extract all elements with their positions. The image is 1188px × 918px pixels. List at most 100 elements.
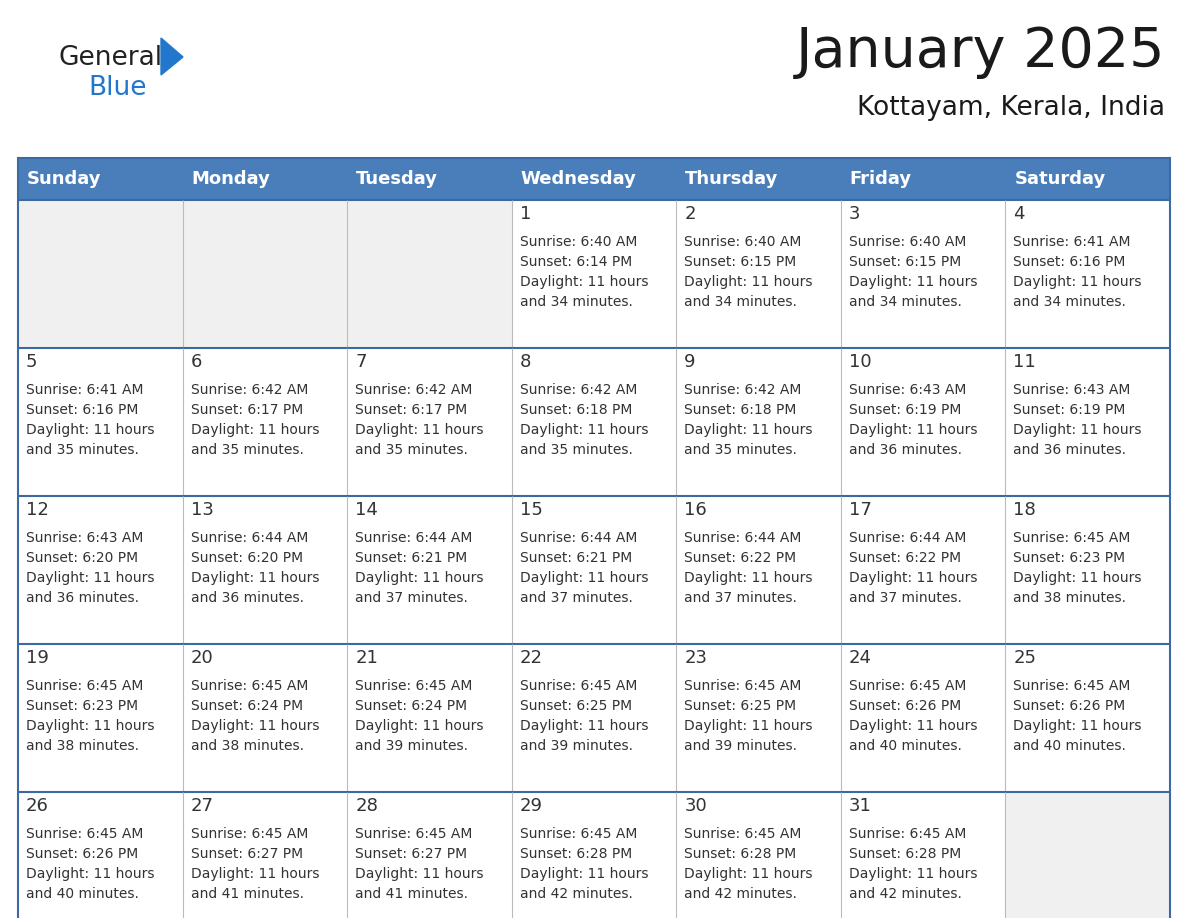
Text: Daylight: 11 hours: Daylight: 11 hours [849, 867, 978, 881]
Text: and 35 minutes.: and 35 minutes. [355, 443, 468, 457]
Text: and 40 minutes.: and 40 minutes. [26, 887, 139, 901]
Text: Sunset: 6:23 PM: Sunset: 6:23 PM [26, 699, 138, 713]
Text: Kottayam, Kerala, India: Kottayam, Kerala, India [857, 95, 1165, 121]
Text: and 41 minutes.: and 41 minutes. [355, 887, 468, 901]
Bar [841, 644, 1005, 792]
Bar [512, 348, 676, 496]
Text: Daylight: 11 hours: Daylight: 11 hours [684, 423, 813, 437]
Bar [841, 496, 1005, 644]
Text: Sunrise: 6:45 AM: Sunrise: 6:45 AM [519, 827, 637, 841]
Text: Sunrise: 6:45 AM: Sunrise: 6:45 AM [1013, 679, 1131, 693]
Bar [1005, 200, 1170, 348]
Text: 24: 24 [849, 649, 872, 667]
Text: 20: 20 [190, 649, 214, 667]
Text: 29: 29 [519, 797, 543, 815]
Text: Sunrise: 6:45 AM: Sunrise: 6:45 AM [1013, 531, 1131, 545]
Text: and 38 minutes.: and 38 minutes. [190, 739, 304, 753]
Text: Sunset: 6:27 PM: Sunset: 6:27 PM [355, 847, 467, 861]
Text: Sunrise: 6:45 AM: Sunrise: 6:45 AM [849, 679, 966, 693]
Text: Sunrise: 6:45 AM: Sunrise: 6:45 AM [519, 679, 637, 693]
Polygon shape [162, 38, 183, 75]
Text: Tuesday: Tuesday [356, 170, 438, 188]
Text: Sunset: 6:26 PM: Sunset: 6:26 PM [1013, 699, 1126, 713]
Text: and 37 minutes.: and 37 minutes. [519, 591, 632, 605]
Text: and 38 minutes.: and 38 minutes. [26, 739, 139, 753]
Text: Sunrise: 6:44 AM: Sunrise: 6:44 AM [849, 531, 966, 545]
Text: 6: 6 [190, 353, 202, 371]
Text: 1: 1 [519, 205, 531, 223]
Text: Daylight: 11 hours: Daylight: 11 hours [26, 867, 154, 881]
Text: Sunrise: 6:45 AM: Sunrise: 6:45 AM [26, 679, 144, 693]
Text: and 39 minutes.: and 39 minutes. [684, 739, 797, 753]
Text: Monday: Monday [191, 170, 271, 188]
Bar [18, 158, 1170, 200]
Bar [183, 496, 347, 644]
Text: Sunset: 6:26 PM: Sunset: 6:26 PM [849, 699, 961, 713]
Text: and 35 minutes.: and 35 minutes. [190, 443, 303, 457]
Bar [183, 792, 347, 918]
Bar [347, 200, 512, 348]
Text: Sunrise: 6:45 AM: Sunrise: 6:45 AM [684, 679, 802, 693]
Text: Daylight: 11 hours: Daylight: 11 hours [849, 423, 978, 437]
Text: Sunrise: 6:42 AM: Sunrise: 6:42 AM [684, 383, 802, 397]
Text: and 42 minutes.: and 42 minutes. [849, 887, 962, 901]
Text: Sunset: 6:25 PM: Sunset: 6:25 PM [684, 699, 796, 713]
Text: Daylight: 11 hours: Daylight: 11 hours [190, 571, 320, 585]
Text: and 42 minutes.: and 42 minutes. [684, 887, 797, 901]
Text: Sunrise: 6:43 AM: Sunrise: 6:43 AM [26, 531, 144, 545]
Bar [512, 496, 676, 644]
Text: 3: 3 [849, 205, 860, 223]
Text: Daylight: 11 hours: Daylight: 11 hours [26, 423, 154, 437]
Text: and 39 minutes.: and 39 minutes. [355, 739, 468, 753]
Text: Daylight: 11 hours: Daylight: 11 hours [684, 719, 813, 733]
Bar [18, 200, 183, 348]
Text: Sunset: 6:20 PM: Sunset: 6:20 PM [26, 551, 138, 565]
Text: Daylight: 11 hours: Daylight: 11 hours [355, 423, 484, 437]
Text: Sunrise: 6:45 AM: Sunrise: 6:45 AM [355, 827, 473, 841]
Text: Daylight: 11 hours: Daylight: 11 hours [684, 571, 813, 585]
Bar [1005, 496, 1170, 644]
Text: Sunrise: 6:44 AM: Sunrise: 6:44 AM [684, 531, 802, 545]
Bar [18, 348, 183, 496]
Bar [183, 644, 347, 792]
Text: Sunset: 6:20 PM: Sunset: 6:20 PM [190, 551, 303, 565]
Text: and 36 minutes.: and 36 minutes. [26, 591, 139, 605]
Text: and 42 minutes.: and 42 minutes. [519, 887, 632, 901]
Text: and 36 minutes.: and 36 minutes. [190, 591, 304, 605]
Bar [1005, 644, 1170, 792]
Text: Thursday: Thursday [685, 170, 778, 188]
Bar [676, 348, 841, 496]
Text: Sunrise: 6:40 AM: Sunrise: 6:40 AM [519, 235, 637, 249]
Bar [676, 200, 841, 348]
Text: Sunset: 6:17 PM: Sunset: 6:17 PM [355, 403, 467, 417]
Text: 4: 4 [1013, 205, 1025, 223]
Text: and 36 minutes.: and 36 minutes. [849, 443, 962, 457]
Text: Sunset: 6:24 PM: Sunset: 6:24 PM [355, 699, 467, 713]
Text: Sunset: 6:26 PM: Sunset: 6:26 PM [26, 847, 138, 861]
Text: Daylight: 11 hours: Daylight: 11 hours [519, 719, 649, 733]
Text: and 35 minutes.: and 35 minutes. [519, 443, 632, 457]
Text: Sunset: 6:15 PM: Sunset: 6:15 PM [684, 255, 796, 269]
Text: Sunset: 6:16 PM: Sunset: 6:16 PM [1013, 255, 1126, 269]
Text: and 37 minutes.: and 37 minutes. [684, 591, 797, 605]
Bar [512, 792, 676, 918]
Text: Wednesday: Wednesday [520, 170, 637, 188]
Text: Sunrise: 6:45 AM: Sunrise: 6:45 AM [849, 827, 966, 841]
Text: and 37 minutes.: and 37 minutes. [355, 591, 468, 605]
Text: Sunrise: 6:45 AM: Sunrise: 6:45 AM [190, 827, 308, 841]
Text: Sunset: 6:21 PM: Sunset: 6:21 PM [355, 551, 467, 565]
Text: Daylight: 11 hours: Daylight: 11 hours [1013, 423, 1142, 437]
Text: 31: 31 [849, 797, 872, 815]
Text: Daylight: 11 hours: Daylight: 11 hours [519, 867, 649, 881]
Text: Friday: Friday [849, 170, 912, 188]
Text: Daylight: 11 hours: Daylight: 11 hours [26, 571, 154, 585]
Text: Saturday: Saturday [1015, 170, 1106, 188]
Text: Sunrise: 6:44 AM: Sunrise: 6:44 AM [355, 531, 473, 545]
Bar [512, 644, 676, 792]
Text: 27: 27 [190, 797, 214, 815]
Bar [347, 348, 512, 496]
Text: General: General [58, 45, 162, 71]
Text: Sunset: 6:23 PM: Sunset: 6:23 PM [1013, 551, 1125, 565]
Text: Sunrise: 6:45 AM: Sunrise: 6:45 AM [190, 679, 308, 693]
Text: 23: 23 [684, 649, 707, 667]
